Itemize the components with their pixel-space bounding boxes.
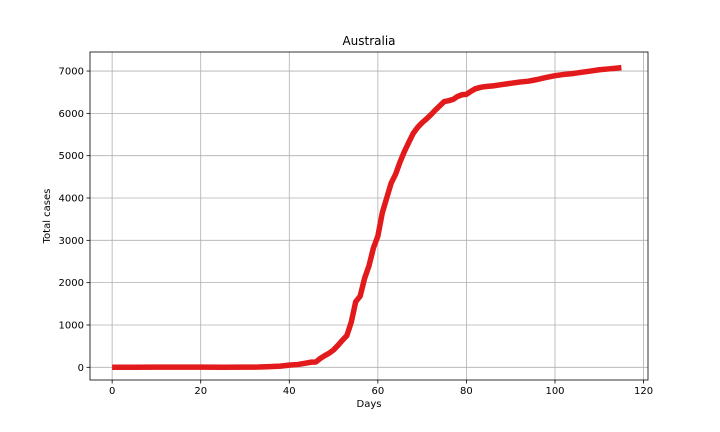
y-tick-label: 3000 [59, 236, 84, 247]
y-tick-label: 4000 [59, 194, 84, 205]
x-tick-label: 40 [283, 386, 296, 397]
y-tick-label: 7000 [59, 67, 84, 78]
x-tick-label: 80 [460, 386, 473, 397]
y-tick-label: 0 [78, 363, 84, 374]
y-axis: 0 1000 2000 3000 4000 5000 6000 7000 [59, 67, 90, 374]
y-tick-label: 5000 [59, 151, 84, 162]
y-tick-label: 1000 [59, 320, 84, 331]
x-tick-label: 60 [371, 386, 384, 397]
x-tick-label: 0 [109, 386, 115, 397]
chart-title: Australia [342, 34, 395, 48]
x-axis-title: Days [357, 399, 382, 410]
y-tick-label: 6000 [59, 109, 84, 120]
gridlines [90, 52, 648, 380]
y-axis-title: Total cases [42, 189, 53, 245]
x-axis: 0 20 40 60 80 100 120 [109, 380, 653, 397]
series-line [112, 64, 622, 371]
x-tick-label: 120 [634, 386, 653, 397]
y-tick-label: 2000 [59, 278, 84, 289]
x-tick-label: 100 [545, 386, 564, 397]
x-tick-label: 20 [194, 386, 207, 397]
series-layer [112, 64, 622, 371]
plot-frame [89, 51, 649, 381]
